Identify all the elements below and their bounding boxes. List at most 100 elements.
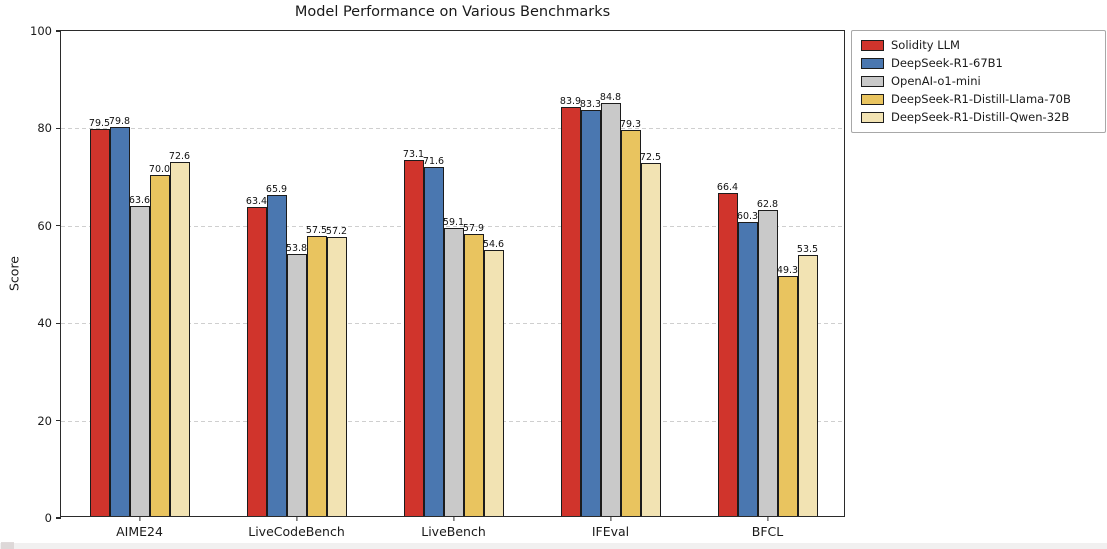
- legend-label-5: DeepSeek-R1-Distill-Qwen-32B: [891, 110, 1070, 124]
- bar-value-label: 83.9: [559, 96, 582, 108]
- ytick-label-20: 20: [37, 413, 52, 428]
- bar-group-LiveCodeBench: 63.4 65.9 53.8 57.5 57.2: [246, 31, 347, 516]
- bar-AIME24-2: 79.8: [109, 116, 130, 516]
- ytick-label-100: 100: [30, 24, 52, 38]
- legend-label-3: OpenAI-o1-mini: [891, 74, 981, 88]
- xtick-label-LiveCodeBench: LiveCodeBench: [248, 524, 345, 539]
- bar-value-label: 79.5: [88, 117, 111, 129]
- legend-label-4: DeepSeek-R1-Distill-Llama-70B: [891, 92, 1071, 106]
- bar-LiveCodeBench-2: 65.9: [266, 184, 287, 516]
- bar-group-BFCL: 66.4 60.3 62.8 49.3 53.5: [717, 31, 818, 516]
- legend-swatch-1: [861, 39, 884, 51]
- xtick-label-BFCL: BFCL: [751, 524, 784, 539]
- taskbar-fragment: [1, 542, 14, 549]
- bar-value-label: 72.5: [639, 151, 662, 163]
- legend-swatch-2: [861, 57, 884, 69]
- xtick-mark-AIME24: [138, 516, 141, 521]
- legend-swatch-4: [861, 93, 884, 105]
- legend: Solidity LLM DeepSeek-R1-67B1 OpenAI-o1-mi…: [851, 30, 1106, 133]
- bar-LiveBench-1: 73.1: [403, 149, 424, 516]
- xtick-mark-BFCL: [766, 516, 769, 521]
- legend-label-2: DeepSeek-R1-67B1: [891, 56, 1003, 70]
- gridline-80: [61, 128, 844, 130]
- xtick-label-IFEval: IFEval: [591, 524, 630, 539]
- bar-LiveCodeBench-5: 57.2: [326, 226, 347, 516]
- bar-value-label: 83.3: [579, 99, 602, 111]
- bar-value-label: 71.6: [422, 156, 445, 168]
- plot-area: 0 20 40 60 80 100 AIME24 79.5 79.8 63.6 70.0 72.6 Li…: [30, 24, 845, 539]
- bar-value-label: 57.2: [325, 226, 348, 238]
- ytick-mark-100: [56, 30, 61, 32]
- bar-LiveCodeBench-1: 63.4: [246, 196, 267, 516]
- bar-AIME24-5: 72.6: [169, 151, 190, 516]
- ytick-mark-20: [56, 420, 61, 422]
- bar-IFEval-1: 83.9: [560, 96, 581, 516]
- bar-BFCL-4: 49.3: [777, 265, 798, 516]
- ytick-label-40: 40: [37, 316, 52, 331]
- ytick-mark-40: [56, 322, 61, 324]
- ytick-mark-80: [56, 127, 61, 129]
- chart-title: Model Performance on Various Benchmarks: [294, 4, 611, 20]
- bar-group-IFEval: 83.9 83.3 84.8 79.3 72.5: [560, 31, 661, 516]
- legend-entry-3: OpenAI-o1-mini: [861, 74, 1096, 88]
- bar-value-label: 63.6: [128, 195, 151, 207]
- bottom-strip: [0, 543, 1107, 549]
- bar-group-AIME24: 79.5 79.8 63.6 70.0 72.6: [89, 31, 190, 516]
- bar-IFEval-5: 72.5: [640, 152, 661, 516]
- ytick-label-0: 0: [44, 511, 52, 525]
- bar-value-label: 73.1: [402, 149, 425, 161]
- bar-value-label: 59.1: [442, 217, 465, 229]
- bar-LiveBench-5: 54.6: [483, 239, 504, 516]
- bar-BFCL-5: 53.5: [797, 244, 818, 516]
- bar-value-label: 72.6: [168, 151, 191, 163]
- bar-value-label: 57.5: [305, 224, 328, 236]
- bar-LiveCodeBench-3: 53.8: [286, 243, 307, 516]
- ytick-label-80: 80: [37, 121, 52, 136]
- xtick-mark-IFEval: [609, 516, 612, 521]
- bar-group-LiveBench: 73.1 71.6 59.1 57.9 54.6: [403, 31, 504, 516]
- ytick-label-60: 60: [37, 218, 52, 233]
- bar-BFCL-3: 62.8: [757, 199, 778, 516]
- bar-value-label: 63.4: [245, 196, 268, 208]
- bar-AIME24-1: 79.5: [89, 118, 110, 516]
- bar-value-label: 53.8: [285, 243, 308, 254]
- legend-label-1: Solidity LLM: [891, 38, 960, 52]
- bar-value-label: 60.3: [736, 211, 759, 223]
- bar-value-label: 79.3: [619, 118, 642, 130]
- legend-entry-5: DeepSeek-R1-Distill-Qwen-32B: [861, 110, 1096, 124]
- bar-AIME24-4: 70.0: [149, 164, 170, 516]
- legend-swatch-5: [861, 111, 884, 123]
- bar-value-label: 53.5: [796, 244, 819, 256]
- bar-LiveCodeBench-4: 57.5: [306, 225, 327, 516]
- gridline-60: [61, 225, 844, 227]
- legend-swatch-3: [861, 75, 884, 87]
- bar-value-label: 70.0: [148, 164, 171, 176]
- bar-value-label: 79.8: [108, 116, 131, 128]
- bar-IFEval-2: 83.3: [580, 99, 601, 516]
- ytick-mark-0: [56, 517, 61, 519]
- bar-value-label: 49.3: [776, 264, 799, 276]
- bar-value-label: 57.9: [462, 223, 485, 235]
- xtick-mark-LiveBench: [452, 516, 455, 521]
- legend-entry-1: Solidity LLM: [861, 38, 1096, 52]
- bar-LiveBench-3: 59.1: [443, 217, 464, 516]
- bar-IFEval-3: 84.8: [600, 92, 621, 516]
- bar-value-label: 66.4: [716, 181, 739, 193]
- bar-value-label: 84.8: [599, 92, 622, 104]
- bar-LiveBench-2: 71.6: [423, 156, 444, 516]
- legend-entry-2: DeepSeek-R1-67B1: [861, 56, 1096, 70]
- xtick-label-AIME24: AIME24: [116, 524, 163, 539]
- bar-value-label: 65.9: [265, 184, 288, 196]
- ytick-mark-60: [56, 225, 61, 227]
- bar-BFCL-2: 60.3: [737, 211, 758, 516]
- xtick-mark-LiveCodeBench: [295, 516, 298, 521]
- bar-BFCL-1: 66.4: [717, 182, 738, 516]
- bar-value-label: 54.6: [482, 239, 505, 251]
- legend-entry-4: DeepSeek-R1-Distill-Llama-70B: [861, 92, 1096, 106]
- xtick-label-LiveBench: LiveBench: [421, 524, 486, 539]
- y-axis-label: Score: [6, 256, 22, 292]
- bar-LiveBench-4: 57.9: [463, 223, 484, 516]
- bar-AIME24-3: 63.6: [129, 195, 150, 516]
- bar-IFEval-4: 79.3: [620, 119, 641, 516]
